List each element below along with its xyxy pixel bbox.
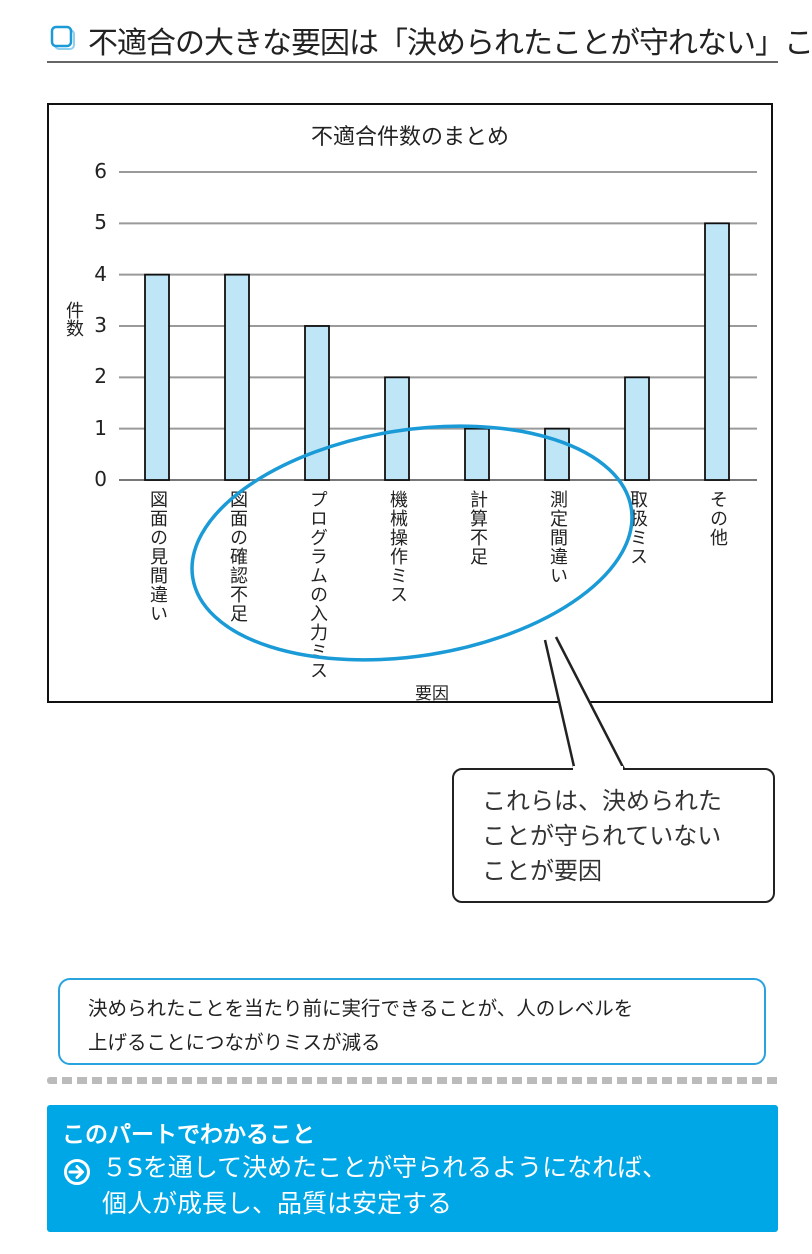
message-line: 上げることにつながりミスが減る [88, 1031, 381, 1054]
category-label: 図面の確認不足 [227, 490, 248, 623]
heading-divider [47, 61, 778, 63]
callout-line: これらは、決められた [482, 787, 722, 815]
summary-title: このパートでわかること [62, 1122, 315, 1148]
y-axis-label: 件数 [63, 301, 84, 337]
bar [224, 273, 250, 481]
category-label: プログラムの入力ミス [307, 490, 328, 680]
y-tick-label: 2 [94, 364, 107, 389]
bar [624, 376, 650, 481]
y-tick-label: 5 [94, 210, 107, 235]
message-box: 決められたことを当たり前に実行できることが、人のレベルを 上げることにつながりミ… [58, 978, 766, 1065]
square-bullet-icon [50, 25, 75, 50]
y-tick-label: 0 [94, 467, 107, 491]
y-tick-label: 4 [94, 261, 107, 286]
bar [144, 273, 170, 481]
y-tick-label: 1 [94, 415, 107, 440]
summary-panel: このパートでわかること ５Sを通して決めたことが守られるようになれば、 個人が成… [47, 1105, 778, 1232]
chart-frame: 不適合件数のまとめ 件数 要因 0 1 2 3 4 5 6 図面の見間違い 図面の確認不足 プログ… [47, 103, 773, 704]
tail-join [573, 766, 623, 772]
callout-line: ことが守られていない [482, 822, 722, 850]
callout-line: ことが要因 [482, 857, 602, 885]
chart-title: 不適合件数のまとめ [310, 125, 509, 150]
category-label: 測定間違い [547, 490, 568, 585]
bar [464, 427, 490, 481]
dotted-divider [47, 1077, 780, 1084]
category-label: 取扱ミス [627, 490, 648, 566]
bar [304, 325, 330, 481]
bar [544, 427, 570, 481]
bar [384, 376, 410, 481]
message-line: 決められたことを当たり前に実行できることが、人のレベルを [88, 997, 634, 1020]
y-tick-label: 6 [94, 159, 107, 183]
category-label: 図面の見間違い [147, 490, 168, 623]
category-label: 計算不足 [467, 490, 488, 566]
summary-line: 個人が成長し、品質は安定する [102, 1189, 453, 1218]
callout-bubble: これらは、決められた ことが守られていない ことが要因 [452, 768, 775, 903]
section-heading: 不適合の大きな要因は「決められたことが守れない」こと [88, 26, 812, 61]
x-axis-label: 要因 [415, 684, 449, 704]
category-label: その他 [707, 490, 728, 547]
category-label: 機械操作ミス [387, 490, 408, 604]
bar [704, 222, 730, 481]
y-tick-label: 3 [94, 313, 107, 337]
summary-line: ５Sを通して決めたことが守られるようになれば、 [102, 1153, 668, 1182]
arrow-circle-right-icon [64, 1159, 90, 1185]
